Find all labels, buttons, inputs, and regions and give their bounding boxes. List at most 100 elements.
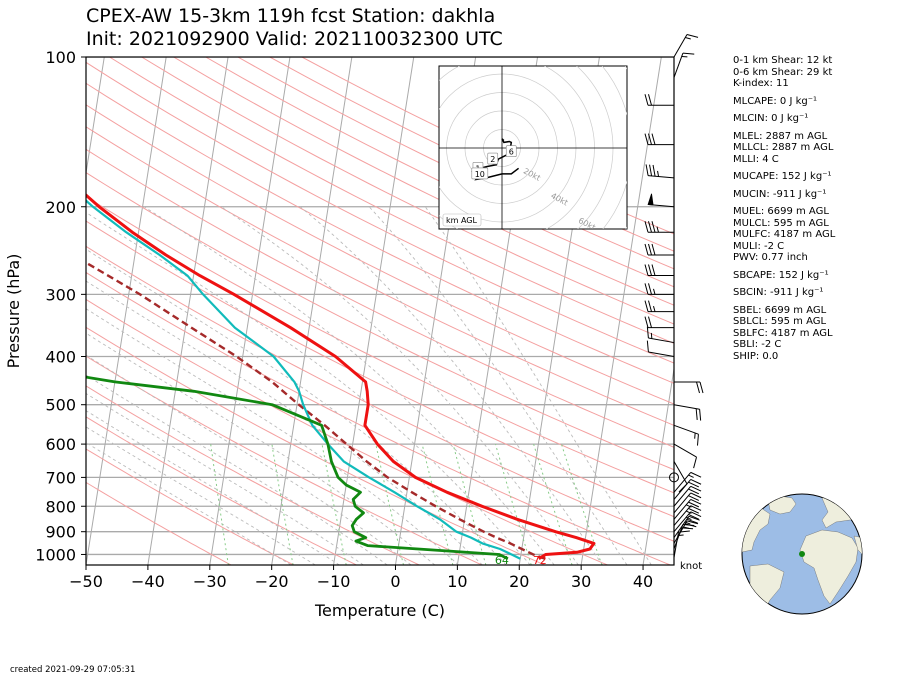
wind-calm-circle [669,472,679,483]
mixing-ratio-line [210,444,229,565]
station-marker [799,551,805,557]
index-line: MLCAPE: 0 J kg⁻¹ [733,95,818,107]
wind-barb-staff [648,351,675,357]
wind-barb-staff [673,516,690,538]
dry-adiabat-line [86,104,674,405]
hodograph-corner-label: km AGL [446,216,478,225]
parcel-profile-line [86,261,546,560]
wind-barb [673,461,688,493]
wind-barb-feather [690,479,702,485]
index-line: 0-6 km Shear: 29 kt [733,66,833,78]
dry-adiabat-line [86,148,674,448]
wind-barb-half-feather [653,306,656,312]
created-timestamp: created 2021-09-29 07:05:31 [10,665,136,675]
mixing-ratio-line [421,443,454,565]
wind-barb-half-feather [653,288,656,295]
isotherm-line [86,57,167,565]
wind-barb-half-feather [656,226,659,233]
wind-barb [673,511,702,533]
wind-barb-staff [673,472,692,493]
wind-barb-feather [690,511,702,518]
isotherm-line [271,57,353,565]
wind-barb [644,133,674,146]
wind-barb [644,300,674,313]
index-line: MULI: -2 C [733,240,785,252]
wind-barb-feather [644,264,649,276]
dry-adiabat-line [86,448,294,565]
y-tick-label: 1000 [35,545,76,564]
dry-adiabat-line [86,82,674,384]
mixing-ratio-line [495,443,532,565]
dry-adiabat-line [86,172,674,471]
dry-adiabat-line [86,220,674,518]
location-globe-map [741,493,863,615]
wind-barb-half-feather [684,521,691,525]
wind-barb [673,492,702,514]
hodograph-height-label: 10 [475,170,485,179]
wind-barb-feather [648,133,652,145]
wind-barb-feather [644,316,649,328]
wind-unit-label: knot [680,561,702,572]
wind-barb [673,471,702,493]
x-tick-label: −30 [193,572,227,591]
wind-barb-feather [644,283,649,295]
wind-barb [673,52,695,78]
wind-barb-feather [688,507,700,514]
y-tick-label: 600 [45,435,76,454]
hodograph-height-label: 6 [509,148,514,157]
index-line: SBEL: 6699 m AGL [733,304,827,316]
wind-barb-staff [673,52,684,78]
moist-adiabat-line [86,308,459,565]
dry-adiabat-line [86,355,483,565]
wind-barb [644,94,674,106]
y-tick-label: 800 [45,497,76,516]
y-tick-label: 100 [45,48,76,67]
x-tick-label: 10 [447,572,467,591]
index-line: MULFC: 4187 m AGL [733,229,836,240]
globe-land-africa [799,529,859,605]
wind-barb-feather [644,221,649,233]
wind-barb [673,515,700,538]
wind-barb [646,326,675,344]
wind-barb [644,264,674,277]
moist-adiabat-line [86,410,340,565]
y-tick-label: 700 [45,468,76,487]
hodograph-height-box [471,167,489,180]
y-tick-label: 300 [45,285,76,304]
moist-adiabat-line [220,206,579,565]
index-line: SBCAPE: 152 J kg⁻¹ [733,269,829,281]
isotherm-line [209,57,291,565]
dewpoint-profile-line [86,375,509,560]
isotherm-line [580,57,662,565]
moist-adiabat-line [86,211,531,565]
wind-barb-staff [673,505,692,526]
wind-barb-half-feather [688,474,694,478]
wind-barb-flag [647,193,654,206]
wind-barb-feather [652,164,656,177]
wind-barb-feather [648,94,652,106]
wind-barb-feather [686,33,699,38]
wind-barb-half-feather [686,516,692,520]
wind-barb-feather [699,381,704,394]
wind-barb-half-feather [686,504,692,508]
x-tick-label: 40 [633,572,653,591]
wind-barb-feather [646,326,649,339]
dry-adiabat-line [86,298,608,565]
wind-barb [644,316,674,329]
wind-barb-feather [644,94,649,106]
wind-barb-staff [673,34,688,58]
wind-barb [644,283,674,295]
wind-barb-staff [673,461,688,485]
wetbulb-profile-line [86,199,521,560]
wind-barb-feather [644,133,649,145]
moist-adiabat-line [86,392,364,565]
wind-barb-staff [673,524,684,550]
wind-barb [647,193,675,208]
wind-barb-feather [648,300,652,312]
wind-barb-feather [651,264,656,276]
moist-adiabat-line [86,332,436,565]
wind-barb [674,381,704,394]
moist-adiabat-line [86,280,483,565]
index-line: MLLI: 4 C [733,153,779,165]
